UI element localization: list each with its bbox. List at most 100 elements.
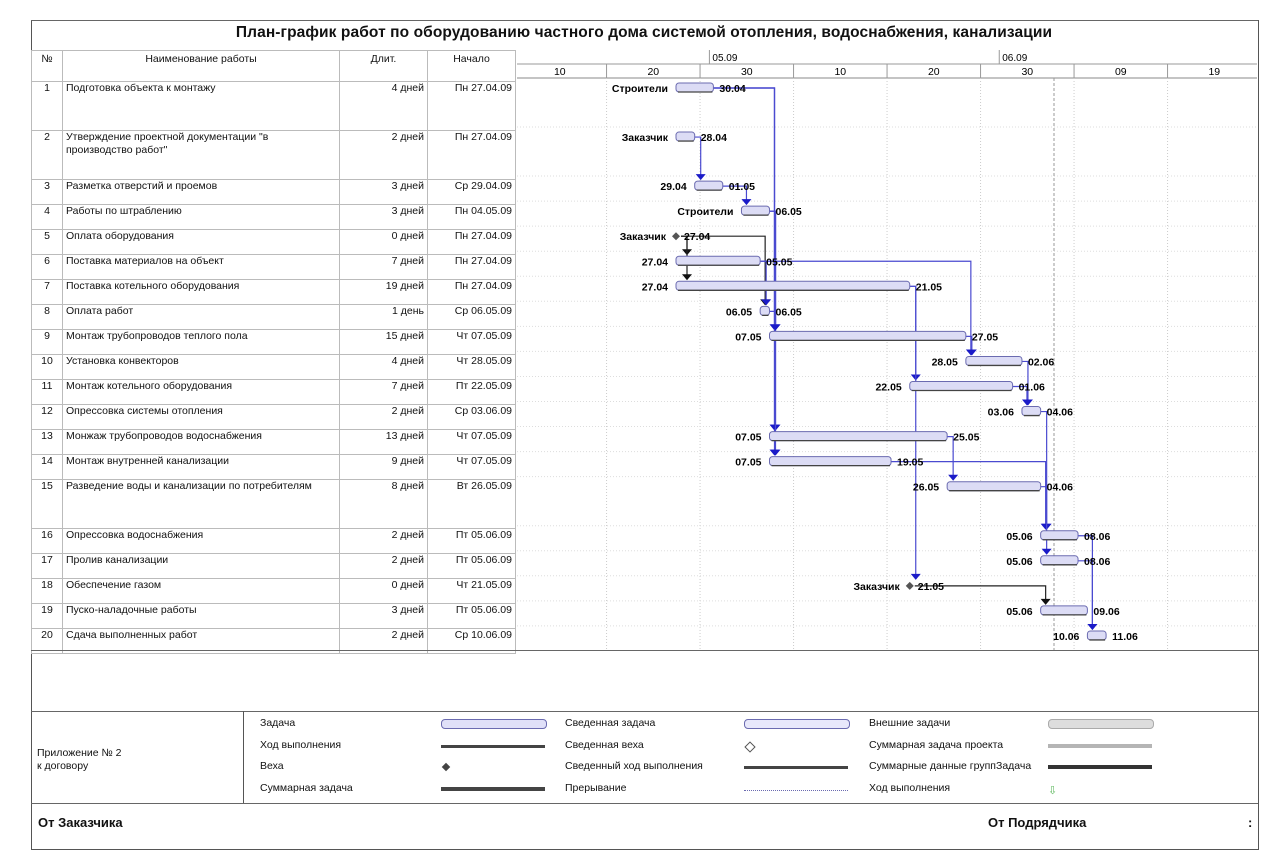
task-name: Сдача выполненных работ [62, 628, 340, 654]
task-name: Пуско-наладочные работы [62, 603, 340, 629]
table-row: 11 Монтаж котельного оборудования 7 дней Пт… [31, 379, 516, 405]
task-duration: 3 дней [339, 204, 428, 230]
task-left-label: Заказчик [622, 132, 669, 144]
task-bar [769, 330, 967, 341]
deadline-arrow-icon: ⇩ [1048, 784, 1058, 797]
legend-top-border [31, 711, 1258, 712]
task-right-label: 01.05 [729, 181, 755, 193]
task-right-label: 08.06 [1084, 531, 1110, 543]
dependency-link [694, 136, 702, 176]
task-left-label: Заказчик [853, 581, 900, 593]
row-number: 15 [31, 479, 63, 529]
legend-label: Задача [260, 717, 296, 729]
tick-label: 20 [647, 66, 659, 78]
task-duration: 7 дней [339, 254, 428, 280]
task-left-label: Заказчик [620, 231, 667, 243]
row-number: 12 [31, 404, 63, 430]
dependency-arrow [682, 274, 692, 281]
header-start: Начало [427, 50, 516, 82]
dependency-link [947, 436, 954, 476]
dependency-arrow [1021, 399, 1032, 406]
legend-label: Сведенная задача [565, 717, 656, 729]
task-right-label: 09.06 [1093, 606, 1119, 618]
task-bar [675, 255, 761, 266]
row-number: 20 [31, 628, 63, 654]
table-row: 15 Разведение воды и канализации по потре… [31, 479, 516, 529]
dependency-link [1021, 360, 1029, 401]
task-left-label: 07.05 [735, 457, 761, 469]
legend-label: Ход выполнения [260, 738, 342, 751]
dependency-arrow [1041, 548, 1052, 555]
task-right-label: 27.04 [684, 231, 710, 243]
task-left-label: 05.06 [1006, 531, 1032, 543]
dependency-link [1040, 486, 1048, 550]
table-row: 13 Монжаж трубопроводов водоснабжения 13 д… [31, 429, 516, 455]
row-number: 1 [31, 81, 63, 131]
task-duration: 9 дней [339, 454, 428, 480]
appendix-line-2: к договору [37, 760, 89, 772]
task-left-label: 05.06 [1006, 556, 1032, 568]
table-bottom-border [31, 650, 1258, 651]
task-start: Чт 21.05.09 [427, 578, 516, 604]
task-start: Пн 27.04.09 [427, 130, 516, 180]
task-start: Пт 05.06.09 [427, 603, 516, 629]
task-bar [1040, 530, 1079, 541]
month-label: 05.09 [712, 53, 737, 64]
tick-label: 30 [1021, 66, 1033, 78]
task-name: Монтаж котельного оборудования [62, 379, 340, 405]
table-row: 14 Монтаж внутренней канализации 9 дней Чт … [31, 454, 516, 480]
customer-signature-label: От Заказчика [38, 815, 123, 830]
dependency-arrow [1040, 598, 1051, 605]
task-right-label: 01.06 [1019, 382, 1045, 394]
task-right-label: 11.06 [1112, 631, 1138, 643]
task-bar [946, 481, 1042, 492]
row-number: 10 [31, 354, 63, 380]
month-label: 06.09 [1002, 53, 1027, 64]
row-number: 19 [31, 603, 63, 629]
dependency-arrow [770, 449, 781, 456]
task-duration: 15 дней [339, 329, 428, 355]
top-border [31, 20, 1258, 21]
task-left-label: 27.04 [642, 256, 668, 268]
legend-label: Суммарные данные группЗадача [869, 760, 1032, 772]
task-right-label: 06.05 [776, 306, 802, 318]
task-right-label: 19.05 [897, 457, 923, 469]
row-number: 11 [31, 379, 63, 405]
rolled-up-progress-icon [744, 766, 848, 769]
legend-bottom-border [31, 803, 1258, 804]
task-bar [675, 280, 911, 291]
task-bar [769, 431, 948, 442]
table-row: 19 Пуско-наладочные работы 3 дней Пт 05.06.… [31, 603, 516, 629]
task-start: Вт 26.05.09 [427, 479, 516, 529]
tick-label: 20 [928, 66, 940, 78]
task-name: Обеспечение газом [62, 578, 340, 604]
task-bar [1040, 605, 1088, 616]
table-row: 12 Опрессовка системы отопления 2 дней Ср 0… [31, 404, 516, 430]
task-left-label: 07.05 [735, 432, 761, 444]
task-left-label: Строители [677, 206, 733, 218]
legend-label: Суммарная задача [260, 781, 353, 794]
gantt-chart: 05.09 06.09 10 20 30 10 20 30 09 19 Строители 30.04… [517, 50, 1257, 650]
task-right-label: 06.05 [776, 206, 802, 218]
task-bar [909, 381, 1014, 391]
row-number: 6 [31, 254, 63, 280]
dependency-arrow [761, 299, 772, 306]
dependency-link [1012, 385, 1028, 401]
task-table: № Наименование работы Длит. Начало 1 Подг… [31, 50, 516, 654]
dependency-link [1078, 560, 1094, 625]
appendix-label: Приложение № 2 к договору [37, 747, 122, 773]
dependency-link [713, 87, 776, 451]
external-task-icon [1048, 719, 1154, 729]
task-start: Пн 27.04.09 [427, 254, 516, 280]
task-name: Оплата работ [62, 304, 340, 330]
milestone-diamond-icon [441, 762, 451, 772]
split-dots-icon [744, 789, 848, 791]
task-name: Опрессовка водоснабжения [62, 528, 340, 554]
table-row: 16 Опрессовка водоснабжения 2 дней Пт 05.06… [31, 528, 516, 554]
legend-label: Суммарная задача проекта [869, 738, 1004, 751]
legend-label: Внешние задачи [869, 717, 951, 729]
task-right-label: 04.06 [1047, 407, 1073, 419]
row-number: 9 [31, 329, 63, 355]
task-name: Монтаж внутренней канализации [62, 454, 340, 480]
milestone-diamond [672, 232, 680, 241]
